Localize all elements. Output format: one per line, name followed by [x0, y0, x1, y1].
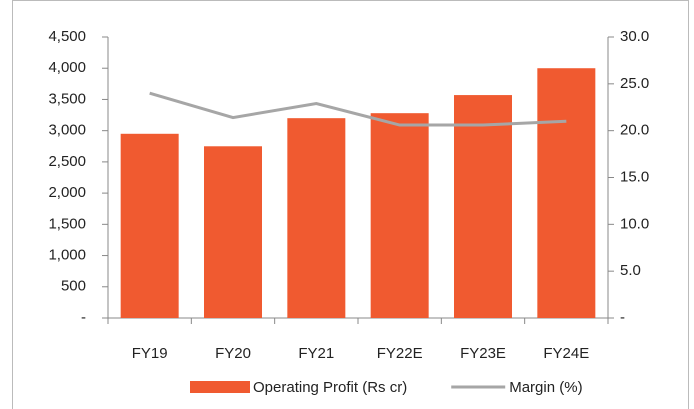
y-tick-label: 4,500	[48, 28, 86, 45]
y-tick-label: -	[81, 309, 86, 326]
x-tick-label: FY20	[215, 345, 251, 362]
bar	[204, 146, 262, 318]
y2-tick-label: 20.0	[620, 122, 649, 139]
y-tick-label: 1,000	[48, 247, 86, 264]
x-tick-label: FY19	[132, 345, 168, 362]
x-tick-label: FY23E	[460, 345, 506, 362]
y2-tick-label: 25.0	[620, 75, 649, 92]
bar	[120, 133, 179, 318]
bar	[287, 118, 346, 318]
y-tick-label: 2,000	[48, 184, 86, 201]
bar	[370, 113, 429, 318]
x-tick-label: FY22E	[377, 345, 423, 362]
legend-label: Operating Profit (Rs cr)	[253, 379, 407, 396]
y2-tick-label: 5.0	[620, 262, 641, 279]
legend-label: Margin (%)	[509, 379, 582, 396]
x-tick-label: FY21	[298, 345, 334, 362]
y2-tick-label: 15.0	[620, 168, 649, 185]
y-tick-label: 4,000	[48, 59, 86, 76]
bar	[454, 95, 512, 318]
legend-swatch	[190, 381, 250, 393]
y-tick-label: 2,500	[48, 153, 86, 170]
y-tick-label: 3,000	[48, 122, 86, 139]
line	[149, 91, 567, 127]
y-tick-label: 1,500	[48, 215, 86, 232]
x-tick-label: FY24E	[543, 345, 589, 362]
chart-frame	[12, 0, 689, 409]
y-tick-label: 500	[61, 278, 86, 295]
bar	[537, 68, 596, 318]
y2-tick-label: 10.0	[620, 215, 649, 232]
y2-tick-label: -	[620, 309, 625, 326]
y-tick-label: 3,500	[48, 90, 86, 107]
y2-tick-label: 30.0	[620, 28, 649, 45]
